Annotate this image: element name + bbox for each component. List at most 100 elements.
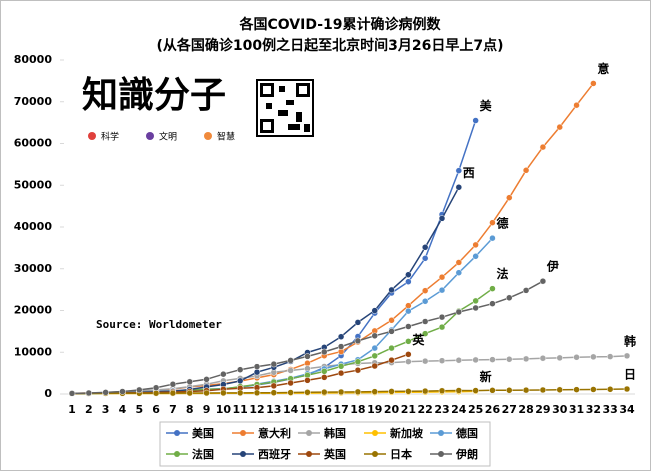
legend-marker (372, 430, 378, 436)
data-point (489, 356, 496, 363)
x-tick-label: 14 (283, 403, 299, 416)
data-point (472, 304, 479, 312)
data-point (421, 318, 429, 325)
x-tick-label: 23 (434, 403, 449, 416)
data-point (304, 359, 311, 367)
data-point (270, 360, 278, 368)
data-point (203, 389, 210, 397)
data-point (321, 374, 328, 381)
data-point (539, 277, 547, 285)
x-tick-label: 3 (102, 403, 110, 416)
chart-title: 各国COVID-19累计确诊病例数 (238, 16, 441, 33)
x-tick-label: 24 (451, 403, 467, 416)
data-point (203, 376, 210, 383)
legend-marker (438, 430, 444, 436)
legend-marker (372, 451, 378, 457)
data-point (287, 379, 294, 387)
data-point (371, 307, 378, 314)
y-tick-label: 30000 (14, 262, 53, 275)
data-point (472, 297, 479, 305)
data-point (472, 117, 479, 124)
x-tick-label: 10 (216, 403, 232, 416)
data-point (421, 298, 429, 305)
end-label: 日 (624, 368, 636, 382)
series-line (71, 388, 628, 395)
data-point (455, 259, 463, 266)
x-tick-label: 19 (367, 403, 382, 416)
y-tick-label: 0 (44, 387, 52, 400)
data-point (489, 300, 496, 307)
data-point (472, 253, 479, 260)
end-label: 意 (597, 61, 609, 76)
data-point (102, 389, 109, 396)
data-point (287, 389, 294, 396)
data-point (573, 101, 580, 109)
x-tick-label: 1 (68, 403, 76, 416)
logo-tag: 科学 (101, 131, 119, 143)
data-point (354, 358, 362, 365)
data-point (236, 377, 244, 385)
data-point (270, 389, 278, 396)
x-tick-label: 7 (169, 403, 177, 416)
data-point (506, 294, 513, 302)
data-point (371, 352, 378, 360)
x-tick-label: 20 (384, 403, 400, 416)
data-point (438, 313, 446, 321)
legend-label: 意大利 (258, 426, 291, 440)
legend-marker (174, 451, 180, 457)
data-point (152, 389, 160, 397)
qr-code (256, 79, 314, 137)
data-point (220, 370, 227, 378)
data-point (573, 386, 580, 393)
data-point (186, 378, 193, 386)
data-point (405, 358, 412, 365)
legend-marker (240, 451, 246, 457)
x-tick-label: 33 (603, 403, 618, 416)
data-point (186, 389, 193, 397)
logo-text: 知識分子 (82, 74, 226, 116)
legend-label: 法国 (192, 447, 214, 461)
data-point (371, 388, 378, 395)
y-tick-label: 60000 (14, 137, 53, 150)
end-label: 法 (496, 266, 508, 281)
data-point (472, 387, 479, 394)
legend-marker (438, 451, 444, 457)
legend-frame (159, 421, 491, 467)
legend-marker (306, 451, 312, 457)
data-point (388, 286, 395, 294)
legend-label: 美国 (192, 426, 214, 440)
data-point (405, 388, 412, 395)
logo-dot (146, 132, 154, 140)
x-tick-label: 34 (619, 403, 635, 416)
data-point (220, 389, 227, 397)
y-tick-label: 70000 (14, 95, 53, 108)
data-point (472, 241, 479, 249)
data-point (489, 285, 496, 292)
data-point (522, 386, 530, 394)
data-point (623, 352, 631, 360)
data-point (455, 269, 463, 276)
x-tick-label: 28 (518, 403, 533, 416)
data-point (539, 143, 547, 151)
x-tick-label: 5 (135, 403, 143, 416)
end-label: 西 (463, 166, 475, 180)
data-point (590, 386, 597, 393)
data-point (169, 380, 177, 388)
data-point (489, 219, 496, 226)
x-tick-label: 6 (152, 403, 160, 416)
x-tick-label: 26 (485, 403, 501, 416)
data-point (321, 388, 328, 396)
legend-label: 伊朗 (455, 447, 478, 461)
data-point (85, 389, 93, 397)
x-tick-label: 18 (350, 403, 365, 416)
end-label: 伊 (546, 259, 559, 274)
data-point (405, 351, 412, 358)
x-tick-label: 12 (249, 403, 264, 416)
data-point (287, 357, 294, 364)
data-point (136, 386, 143, 394)
data-point (236, 389, 244, 397)
data-point (354, 319, 362, 326)
x-tick-label: 31 (569, 403, 584, 416)
data-point (590, 353, 597, 361)
data-point (506, 194, 513, 201)
